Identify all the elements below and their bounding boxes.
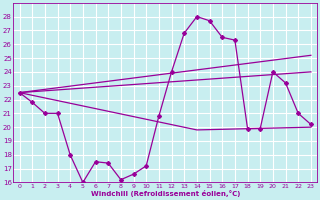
X-axis label: Windchill (Refroidissement éolien,°C): Windchill (Refroidissement éolien,°C) [91,190,240,197]
